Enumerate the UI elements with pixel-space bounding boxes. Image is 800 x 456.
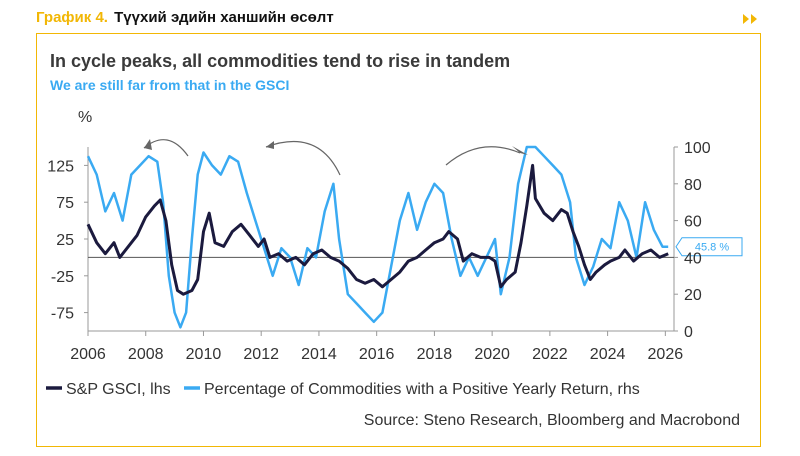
x-tick-label: 2014 bbox=[301, 346, 337, 363]
arrow-head bbox=[144, 139, 152, 150]
x-tick-label: 2024 bbox=[590, 346, 626, 363]
chart-title: In cycle peaks, all commodities tend to … bbox=[50, 51, 510, 71]
figure-header: График 4. Түүхий эдийн ханшийн өсөлт bbox=[36, 9, 334, 26]
x-tick-label: 2010 bbox=[186, 346, 222, 363]
left-tick-label: 125 bbox=[47, 158, 74, 175]
right-tick-label: 60 bbox=[684, 214, 702, 231]
right-tick-label: 80 bbox=[684, 177, 702, 194]
legend-label: Percentage of Commodities with a Positiv… bbox=[204, 381, 640, 398]
x-tick-label: 2018 bbox=[417, 346, 453, 363]
x-tick-label: 2012 bbox=[243, 346, 279, 363]
double-chevron-right-icon[interactable] bbox=[742, 13, 760, 25]
last-value-label: 45.8 % bbox=[695, 242, 729, 254]
right-tick-label: 100 bbox=[684, 140, 711, 157]
left-axis-unit: % bbox=[78, 109, 92, 126]
chart-frame bbox=[36, 33, 761, 447]
x-tick-label: 2006 bbox=[70, 346, 106, 363]
left-tick-label: 75 bbox=[56, 195, 74, 212]
right-tick-label: 40 bbox=[684, 250, 702, 267]
right-tick-label: 0 bbox=[684, 324, 693, 341]
left-tick-label: -25 bbox=[51, 269, 74, 286]
x-tick-label: 2020 bbox=[474, 346, 510, 363]
pct-positive-series-line bbox=[86, 145, 669, 329]
chart-source: Source: Steno Research, Bloomberg and Ma… bbox=[364, 412, 740, 429]
x-tick-label: 2016 bbox=[359, 346, 395, 363]
right-tick-label: 20 bbox=[684, 287, 702, 304]
gsci-series-line bbox=[86, 163, 669, 296]
last-value-badge bbox=[675, 237, 743, 257]
arrow-head bbox=[512, 146, 528, 155]
legend-label: S&P GSCI, lhs bbox=[66, 381, 171, 398]
chart-subtitle: We are still far from that in the GSCI bbox=[50, 77, 289, 93]
x-tick-label: 2008 bbox=[128, 346, 164, 363]
curved-arrow bbox=[265, 140, 341, 176]
x-tick-label: 2022 bbox=[532, 346, 568, 363]
curved-arrow bbox=[445, 146, 521, 166]
left-tick-label: -75 bbox=[51, 306, 74, 323]
x-tick-label: 2026 bbox=[648, 346, 684, 363]
figure-label: График 4. bbox=[36, 9, 108, 26]
left-tick-label: 25 bbox=[56, 232, 74, 249]
arrow-head bbox=[266, 141, 274, 149]
figure-title: Түүхий эдийн ханшийн өсөлт bbox=[114, 9, 334, 26]
